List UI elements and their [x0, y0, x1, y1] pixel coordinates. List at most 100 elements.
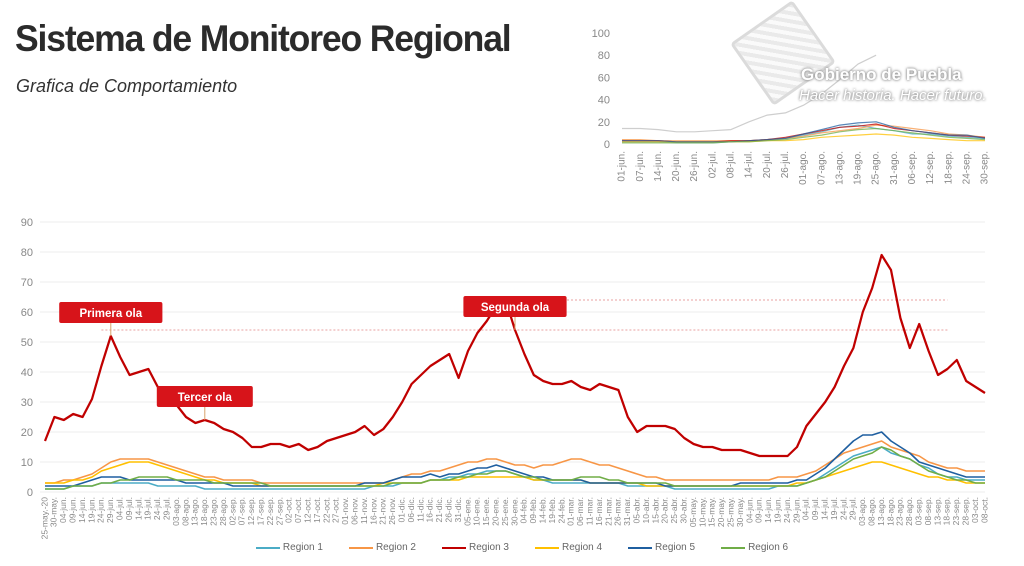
x-tick-label: 24-jul. — [838, 497, 848, 520]
legend-item: Region 1 — [255, 542, 323, 553]
legend-label: Region 1 — [282, 542, 323, 553]
x-tick-label: 23-ago. — [208, 497, 218, 526]
x-tick-label: 25-may. — [725, 497, 735, 527]
legend-label: Region 3 — [468, 542, 509, 553]
gobierno-puebla-logo: Gobierno de Puebla Hacer historia. Hacer… — [730, 0, 1015, 110]
logo-name: Gobierno de Puebla — [801, 65, 962, 84]
x-tick-label: 15-may. — [707, 497, 717, 527]
x-tick-label: 01-jun. — [617, 151, 628, 182]
x-tick-label: 24-sep. — [961, 151, 972, 184]
x-tick-label: 14-jul. — [744, 151, 755, 178]
x-tick-label: 04-jul. — [114, 497, 124, 520]
x-tick-label: 18-ago. — [199, 497, 209, 526]
y-tick-label: 20 — [21, 427, 33, 439]
legend-item: Region 2 — [348, 542, 416, 553]
x-tick-label: 25-ago. — [871, 151, 882, 185]
series-line-region-6 — [45, 446, 985, 490]
x-tick-label: 21-mar. — [603, 497, 613, 526]
x-tick-label: 28-ago. — [218, 497, 228, 526]
x-tick-label: 16-nov. — [368, 497, 378, 525]
x-tick-label: 22-oct. — [321, 497, 331, 523]
legend-label: Region 4 — [562, 542, 603, 553]
x-tick-label: 18-sep. — [942, 497, 952, 525]
chart-legend: Region 1 Region 2 Region 3 Region 4 Region 5… — [0, 542, 1024, 553]
x-tick-label: 03-oct. — [970, 497, 980, 523]
x-tick-label: 05-ene. — [462, 497, 472, 526]
x-tick-label: 21-nov. — [378, 497, 388, 525]
x-tick-label: 12-sep. — [925, 151, 936, 184]
x-tick-label: 20-may. — [716, 497, 726, 527]
x-tick-label: 20-jul. — [762, 151, 773, 178]
y-tick-label: 20 — [598, 117, 610, 129]
x-tick-label: 29-jun. — [791, 497, 801, 523]
inset-chart: 0 20 40 60 80 100 01-jun. 07-jun. 14-jun. 20-jun.… — [592, 28, 991, 185]
x-tick-label: 19-jul. — [829, 497, 839, 520]
x-tick-label: 25-ene. — [500, 497, 510, 526]
x-tick-label: 05-abr. — [631, 497, 641, 523]
x-tick-label: 04-jun. — [744, 497, 754, 523]
x-tick-label: 19-jun. — [772, 497, 782, 523]
legend-swatch — [628, 546, 653, 549]
legend-item: Region 6 — [721, 542, 788, 553]
legend-swatch — [535, 546, 559, 549]
x-tick-label: 26-jun. — [689, 151, 700, 182]
x-tick-label: 10-ene. — [472, 497, 482, 526]
x-tick-label: 31-dic. — [453, 497, 463, 523]
y-tick-label: 0 — [604, 139, 610, 151]
x-tick-label: 03-ago. — [857, 497, 867, 526]
y-tick-label: 40 — [21, 367, 33, 379]
x-tick-label: 10-may. — [697, 497, 707, 527]
x-tick-label: 16-mar. — [594, 497, 604, 526]
legend-swatch — [348, 546, 373, 549]
x-tick-label: 09-jul. — [810, 497, 820, 520]
x-tick-label: 09-jun. — [67, 497, 77, 523]
x-tick-label: 01-ago. — [798, 151, 809, 185]
legend-swatch — [721, 546, 746, 549]
x-tick-label: 10-abr. — [641, 497, 651, 523]
x-tick-label: 13-ago. — [190, 497, 200, 526]
x-tick-label: 14-jul. — [819, 497, 829, 520]
x-tick-label: 02-oct. — [284, 497, 294, 523]
logo-slogan: Hacer historia. Hacer futuro. — [799, 87, 987, 104]
legend-label: Region 6 — [748, 542, 789, 553]
series-line-region-5 — [45, 431, 985, 487]
legend-swatch — [255, 546, 280, 549]
x-tick-label: 07-ago. — [816, 151, 827, 185]
x-tick-label: 26-mar. — [613, 497, 623, 526]
x-tick-label: 14-jun. — [763, 497, 773, 523]
x-tick-label: 30-may. — [49, 497, 59, 527]
x-tick-label: 11-nov. — [359, 497, 369, 524]
x-tick-label: 29-jun. — [105, 497, 115, 523]
x-tick-label: 16-dic. — [425, 497, 435, 523]
y-tick-label: 80 — [21, 247, 33, 259]
x-tick-label: 20-jun. — [671, 151, 682, 182]
x-tick-label: 09-jun. — [754, 497, 764, 523]
x-tick-label: 28-sep. — [960, 497, 970, 525]
x-tick-label: 11-dic. — [415, 497, 425, 522]
x-tick-label: 05-may. — [688, 497, 698, 527]
x-tick-label: 23-sep. — [951, 497, 961, 525]
x-tick-label: 06-mar. — [575, 497, 585, 526]
x-tick-label: 20-abr. — [660, 497, 670, 523]
x-tick-label: 30-may. — [735, 497, 745, 527]
y-tick-label: 10 — [21, 457, 33, 469]
x-tick-label: 07-jun. — [635, 151, 646, 182]
x-tick-label: 11-mar. — [584, 497, 594, 525]
x-tick-label: 24-jul. — [152, 497, 162, 520]
x-tick-label: 08-ago. — [866, 497, 876, 526]
x-tick-label: 30-sep. — [980, 151, 991, 184]
x-tick-label: 03-sep. — [913, 497, 923, 525]
legend-item: Region 3 — [441, 542, 509, 553]
legend-item: Region 5 — [628, 542, 695, 553]
x-tick-label: 31-ago. — [889, 151, 900, 185]
x-tick-label: 14-jun. — [653, 151, 664, 182]
series-line-series-5 — [622, 121, 986, 143]
legend-label: Region 5 — [655, 542, 696, 553]
x-tick-label: 26-jul. — [780, 151, 791, 178]
x-tick-label: 30-abr. — [678, 497, 688, 523]
page-subtitle: Grafica de Comportamiento — [16, 76, 238, 96]
x-tick-label: 27-sep. — [274, 497, 284, 525]
x-tick-label: 03-ago. — [171, 497, 181, 526]
y-tick-label: 0 — [27, 487, 33, 499]
